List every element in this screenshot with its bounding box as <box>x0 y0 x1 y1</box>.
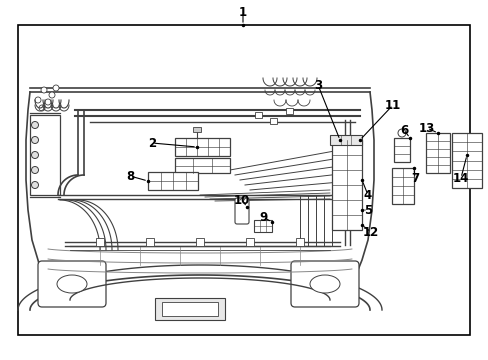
Bar <box>391 168 413 204</box>
Bar <box>269 118 276 124</box>
Bar <box>162 302 218 316</box>
Bar <box>329 135 361 145</box>
Bar <box>331 140 361 230</box>
Bar <box>285 108 292 114</box>
Bar <box>155 298 224 320</box>
Bar <box>175 158 229 173</box>
Circle shape <box>31 166 39 174</box>
Bar <box>253 220 271 232</box>
Text: 1: 1 <box>239 5 246 18</box>
Text: 5: 5 <box>363 203 371 216</box>
Ellipse shape <box>57 275 87 293</box>
Text: 12: 12 <box>362 225 378 239</box>
Ellipse shape <box>309 275 339 293</box>
Circle shape <box>31 181 39 189</box>
Bar <box>393 138 409 162</box>
Text: 9: 9 <box>258 211 266 224</box>
FancyBboxPatch shape <box>38 261 106 307</box>
Bar <box>193 127 201 132</box>
Text: 6: 6 <box>399 123 407 136</box>
Bar <box>148 172 198 190</box>
Text: 3: 3 <box>313 78 322 91</box>
Circle shape <box>31 152 39 158</box>
Circle shape <box>45 99 51 105</box>
Text: 11: 11 <box>384 99 400 112</box>
Circle shape <box>49 92 55 98</box>
FancyBboxPatch shape <box>235 198 248 224</box>
Text: 7: 7 <box>410 171 418 185</box>
Bar <box>254 112 262 118</box>
Circle shape <box>31 122 39 129</box>
Bar <box>146 238 154 246</box>
Bar <box>425 133 449 173</box>
Bar <box>175 138 229 156</box>
Circle shape <box>35 97 41 103</box>
Text: 2: 2 <box>148 136 156 149</box>
FancyBboxPatch shape <box>290 261 358 307</box>
Text: 4: 4 <box>363 189 371 202</box>
Circle shape <box>39 105 45 111</box>
Bar <box>96 238 104 246</box>
Circle shape <box>397 129 405 137</box>
Bar <box>451 133 481 188</box>
Bar <box>18 25 469 335</box>
Bar <box>245 238 253 246</box>
Text: 8: 8 <box>125 170 134 183</box>
Bar <box>196 238 203 246</box>
Circle shape <box>31 136 39 144</box>
Bar <box>295 238 304 246</box>
Text: 10: 10 <box>233 194 250 207</box>
Bar <box>30 115 60 195</box>
Circle shape <box>41 87 47 93</box>
Text: 13: 13 <box>418 122 434 135</box>
Text: 14: 14 <box>452 171 468 185</box>
Circle shape <box>53 85 59 91</box>
